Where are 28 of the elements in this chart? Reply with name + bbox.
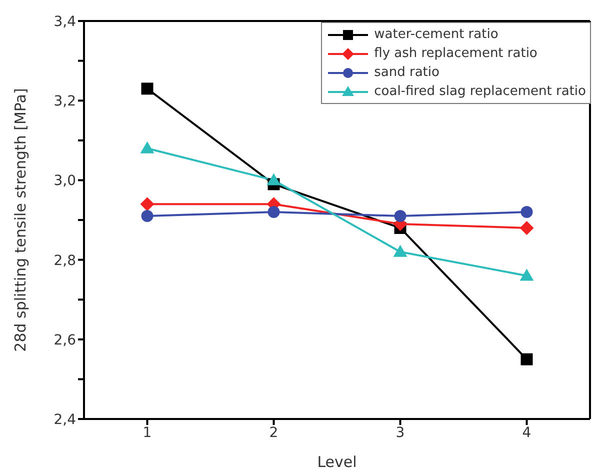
y-tick-label: 2,8 [54, 252, 76, 269]
point [394, 210, 406, 222]
x-axis-title: Level [317, 453, 357, 469]
y-tick-label: 3,4 [54, 14, 76, 30]
y-tick-label: 2,6 [54, 332, 76, 348]
legend-label: water-cement ratio [374, 27, 498, 42]
point [266, 173, 281, 186]
y-tick-label: 3,2 [54, 94, 76, 110]
legend-label: coal-fired slag replacement ratio [374, 84, 586, 99]
point [140, 197, 154, 212]
y-axis-title: 28d splitting tensile strength [MPa] [11, 88, 30, 352]
y-tick-label: 3,0 [54, 173, 76, 190]
point [520, 206, 533, 218]
legend-label: sand ratio [374, 65, 440, 80]
point [141, 210, 154, 222]
legend-label: fly ash replacement ratio [374, 46, 538, 61]
point [141, 82, 154, 95]
y-tick-label: 2,4 [54, 412, 76, 428]
x-tick-label: 1 [142, 424, 152, 441]
point [140, 141, 154, 154]
point [520, 353, 533, 366]
x-tick-label: 2 [269, 424, 278, 441]
point [268, 206, 280, 218]
point [520, 220, 534, 235]
point [520, 268, 534, 281]
x-tick-label: 4 [522, 424, 532, 441]
point [393, 244, 408, 257]
x-tick-label: 3 [396, 424, 405, 441]
